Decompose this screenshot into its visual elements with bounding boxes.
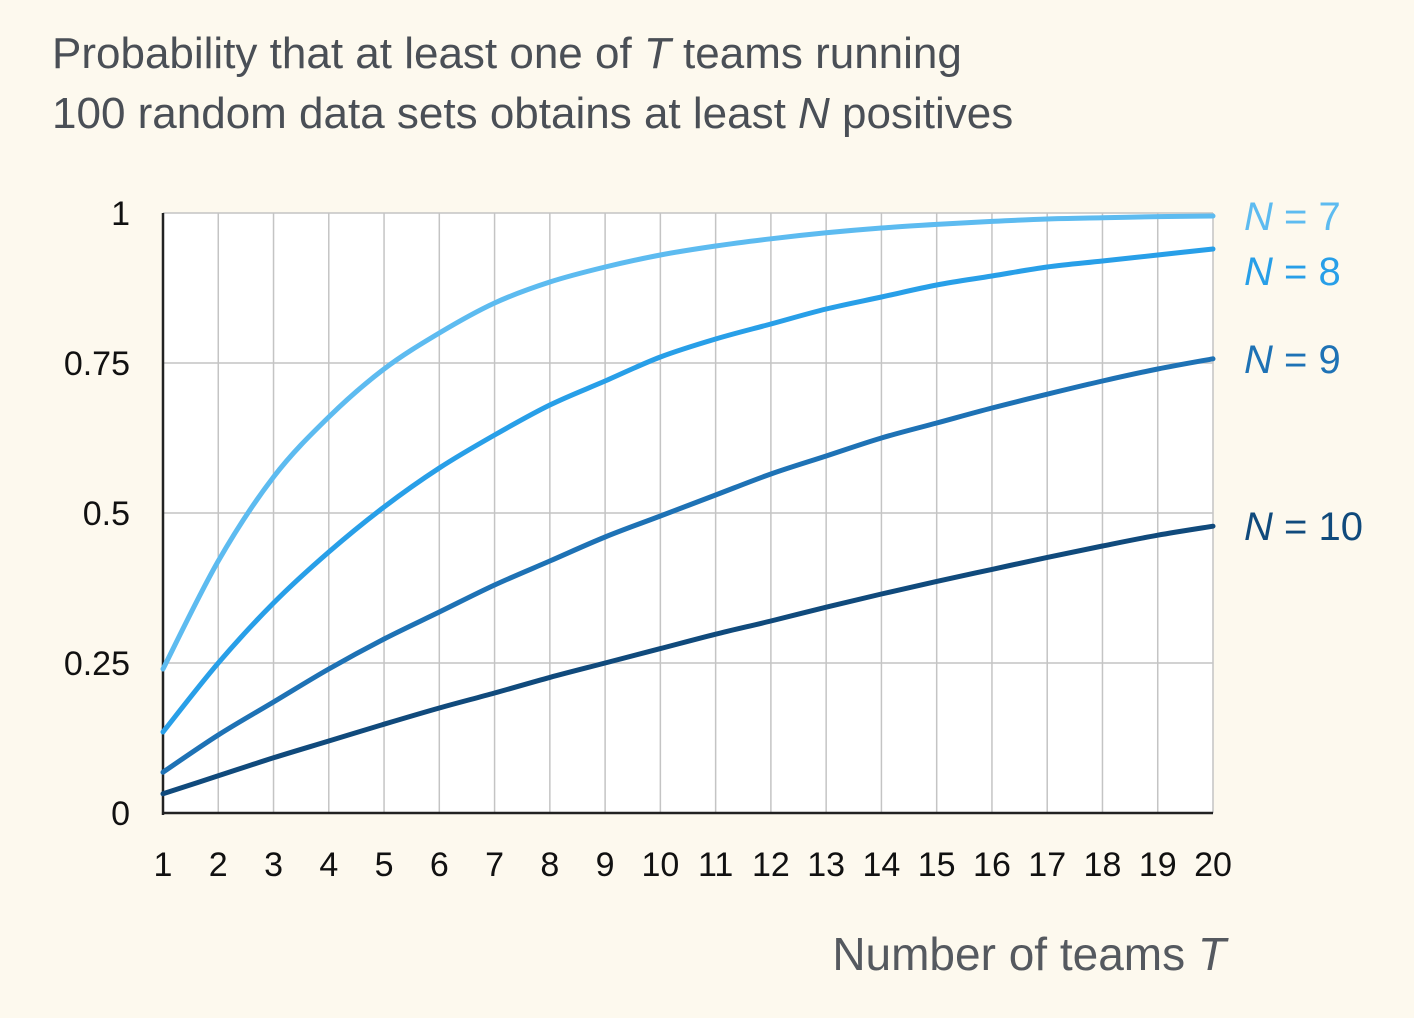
x-axis-label: Number of teams T <box>832 928 1229 980</box>
x-tick-label: 13 <box>807 846 845 884</box>
series-label-n7: N = 7 <box>1244 195 1341 239</box>
x-axis-ticks: 1 2 3 4 5 6 7 8 9 10 11 12 13 14 15 16 17 18 19 20 <box>154 846 1232 884</box>
chart-title: Probability that at least one of T teams… <box>52 24 1352 144</box>
x-tick-label: 11 <box>698 846 733 884</box>
x-tick-label: 1 <box>154 846 173 884</box>
grid <box>162 212 1214 814</box>
y-axis-ticks: 0 0.25 0.5 0.75 1 <box>64 195 130 833</box>
title-var-t: T <box>643 29 671 78</box>
title-var-n: N <box>798 89 830 138</box>
x-tick-label: 10 <box>641 846 679 884</box>
y-tick-label: 0.5 <box>83 495 130 533</box>
x-tick-label: 16 <box>973 846 1011 884</box>
x-tick-label: 19 <box>1139 846 1177 884</box>
title-line-1-post: teams running <box>670 29 962 78</box>
title-line-1: Probability that at least one of T teams… <box>52 24 1352 84</box>
x-tick-label: 7 <box>485 846 504 884</box>
series-line-n10 <box>160 523 1216 797</box>
x-tick-label: 17 <box>1028 846 1066 884</box>
x-tick-label: 2 <box>209 846 228 884</box>
series-line-n9 <box>160 356 1216 775</box>
x-axis-label-var: T <box>1198 928 1229 980</box>
x-tick-label: 20 <box>1194 846 1232 884</box>
x-tick-label: 6 <box>430 846 449 884</box>
x-tick-label: 4 <box>319 846 338 884</box>
series-labels: N = 7 N = 8 N = 9 N = 10 <box>1244 195 1363 549</box>
series-label-n10: N = 10 <box>1244 505 1363 549</box>
series-line-n7 <box>160 213 1216 672</box>
x-tick-label: 12 <box>752 846 790 884</box>
x-tick-label: 9 <box>596 846 615 884</box>
y-tick-label: 1 <box>111 195 130 233</box>
title-line-2-pre: 100 random data sets obtains at least <box>52 89 799 138</box>
series-label-n9: N = 9 <box>1244 338 1341 382</box>
x-axis-label-text: Number of teams <box>832 928 1185 980</box>
x-tick-label: 15 <box>918 846 956 884</box>
x-tick-label: 18 <box>1084 846 1122 884</box>
series-line-n8 <box>160 246 1216 735</box>
y-tick-label: 0.25 <box>64 645 130 683</box>
x-tick-label: 14 <box>863 846 901 884</box>
y-tick-label: 0.75 <box>64 345 130 383</box>
x-tick-label: 5 <box>375 846 394 884</box>
x-tick-label: 3 <box>264 846 283 884</box>
title-line-1-pre: Probability that at least one of <box>52 29 644 78</box>
x-tick-label: 8 <box>540 846 559 884</box>
axes <box>161 213 1213 815</box>
y-tick-label: 0 <box>111 795 130 833</box>
title-line-2-post: positives <box>829 89 1014 138</box>
series-label-n8: N = 8 <box>1244 250 1341 294</box>
series-lines <box>160 213 1216 797</box>
title-line-2: 100 random data sets obtains at least N … <box>52 84 1352 144</box>
